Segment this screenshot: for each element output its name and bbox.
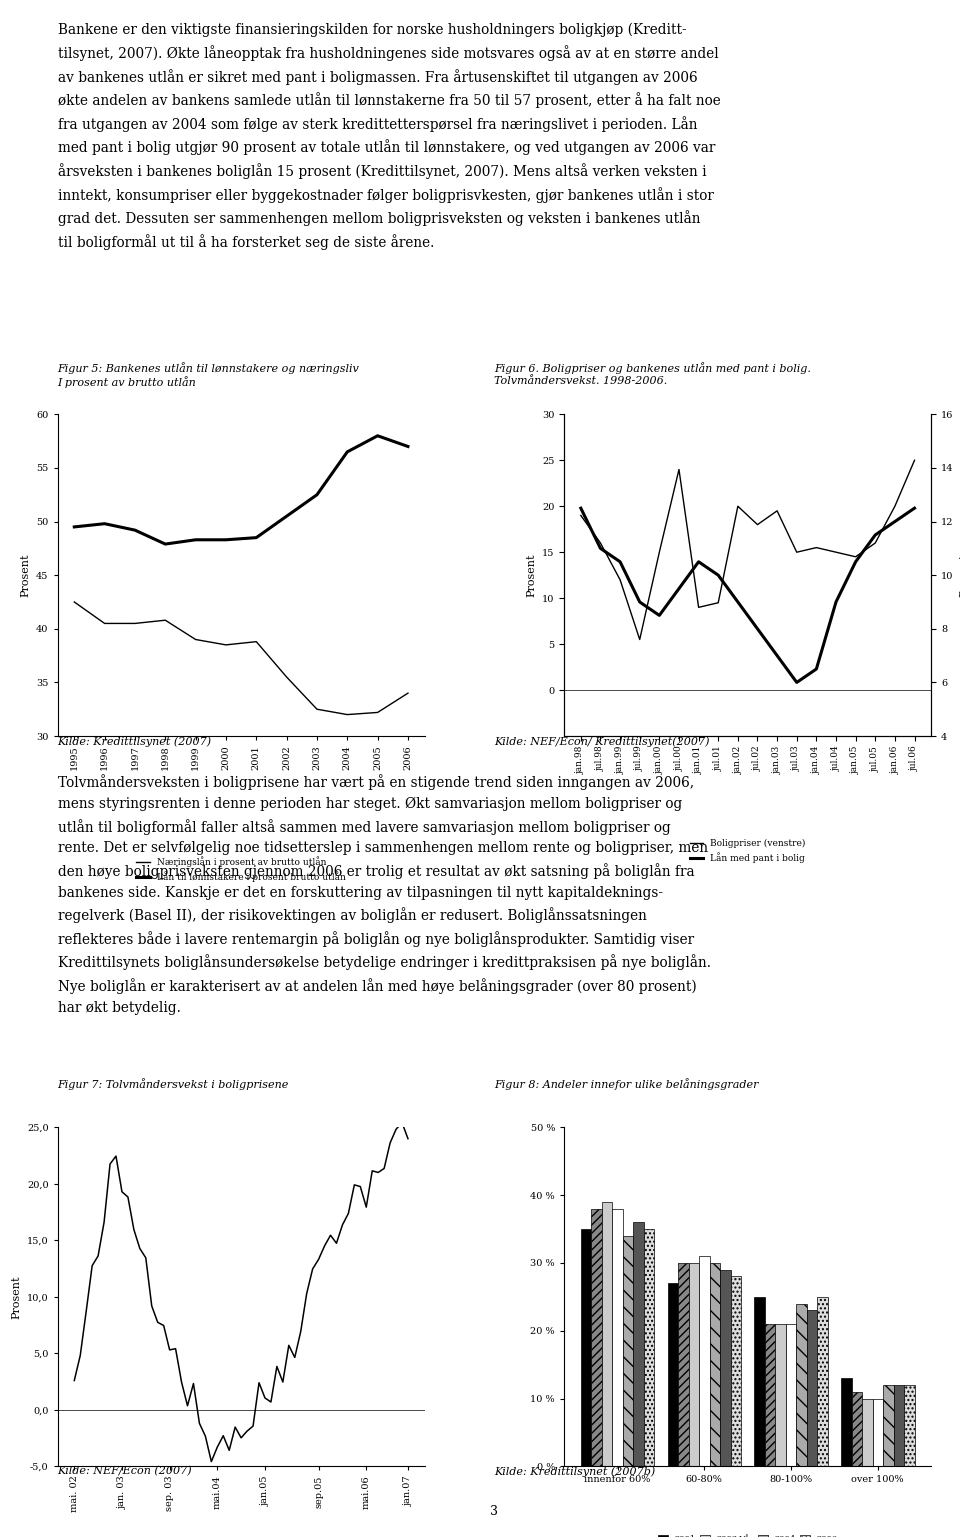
Bar — [755, 1297, 765, 1466]
Y-axis label: Prosent: Prosent — [959, 553, 960, 596]
Bar — [612, 1208, 623, 1466]
Bar — [904, 1385, 915, 1466]
Bar — [776, 1323, 786, 1466]
Bar — [883, 1385, 894, 1466]
Bar — [644, 1230, 655, 1466]
Legend: 2001, 2002, 2003-Vår, 2003/4, 2004, 2005, 2006: 2001, 2002, 2003-Vår, 2003/4, 2004, 2005… — [655, 1531, 841, 1537]
Bar — [623, 1236, 634, 1466]
Bar — [720, 1270, 731, 1466]
Bar — [678, 1263, 688, 1466]
Text: Figur 5: Bankenes utlån til lønnstakere og næringsliv
I prosent av brutto utlån: Figur 5: Bankenes utlån til lønnstakere … — [58, 363, 359, 387]
Text: Figur 6. Boligpriser og bankenes utlån med pant i bolig.
Tolvmåndersvekst. 1998-: Figur 6. Boligpriser og bankenes utlån m… — [494, 363, 811, 386]
Bar — [581, 1230, 591, 1466]
Text: Bankene er den viktigste finansieringskilden for norske husholdningers boligkjøp: Bankene er den viktigste finansieringski… — [58, 23, 720, 251]
Text: Kilde: Kredittilsynet (2007): Kilde: Kredittilsynet (2007) — [58, 736, 212, 747]
Text: Figur 8: Andeler innefor ulike belåningsgrader: Figur 8: Andeler innefor ulike belånings… — [494, 1079, 759, 1090]
Bar — [688, 1263, 699, 1466]
Bar — [852, 1393, 862, 1466]
Bar — [602, 1202, 612, 1466]
Bar — [634, 1222, 644, 1466]
Text: Figur 7: Tolvmåndersvekst i boligprisene: Figur 7: Tolvmåndersvekst i boligprisene — [58, 1079, 289, 1090]
Legend: Boligpriser (venstre), Lån med pant i bolig: Boligpriser (venstre), Lån med pant i bo… — [686, 835, 809, 867]
Text: Kilde: NEF/Econ/ Kredittilsynet(2007): Kilde: NEF/Econ/ Kredittilsynet(2007) — [494, 736, 709, 747]
Bar — [796, 1303, 806, 1466]
Y-axis label: Prosent: Prosent — [526, 553, 537, 596]
Bar — [667, 1283, 678, 1466]
Text: Kilde: Kredittilsynet (2007b): Kilde: Kredittilsynet (2007b) — [494, 1466, 656, 1477]
Text: 3: 3 — [491, 1505, 498, 1519]
Text: Tolvmåndersveksten i boligprisene har vært på en stigende trend siden inngangen : Tolvmåndersveksten i boligprisene har væ… — [58, 775, 710, 1014]
Bar — [806, 1311, 817, 1466]
Bar — [894, 1385, 904, 1466]
Legend: Næringslån i prosent av brutto utlån, Lån til lønnstakere i prosent brutto utlån: Næringslån i prosent av brutto utlån, Lå… — [132, 853, 349, 885]
Text: Kilde: NEF/Econ (2007): Kilde: NEF/Econ (2007) — [58, 1466, 192, 1477]
Bar — [699, 1256, 709, 1466]
Bar — [817, 1297, 828, 1466]
Bar — [873, 1399, 883, 1466]
Bar — [786, 1323, 796, 1466]
Bar — [862, 1399, 873, 1466]
Y-axis label: Prosent: Prosent — [12, 1276, 21, 1319]
Y-axis label: Prosent: Prosent — [21, 553, 31, 596]
Bar — [591, 1208, 602, 1466]
Bar — [841, 1379, 852, 1466]
Bar — [709, 1263, 720, 1466]
Bar — [765, 1323, 776, 1466]
Bar — [731, 1277, 741, 1466]
